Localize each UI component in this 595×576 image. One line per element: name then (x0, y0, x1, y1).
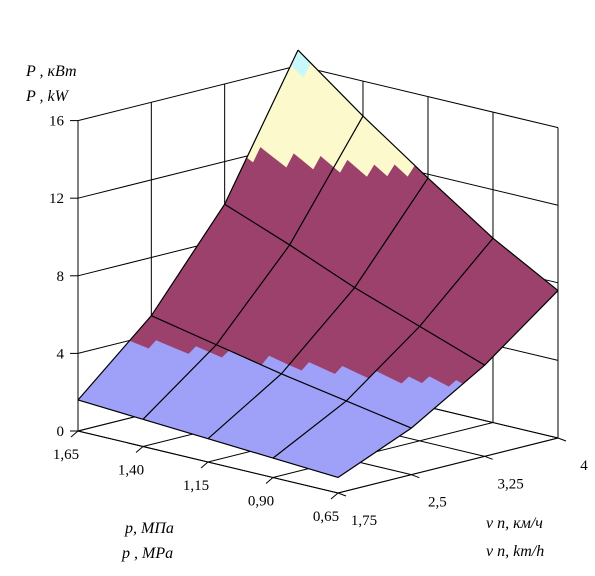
surface-gridline (151, 315, 412, 429)
speed-tick-mark (557, 437, 567, 442)
speed-tick-label: 1,75 (351, 513, 377, 529)
pressure-tick-mark (70, 430, 79, 438)
z-axis-ticks: 0 4 8 12 16 (49, 114, 78, 440)
pressure-tick-mark (200, 461, 209, 469)
pressure-axis-label-ru: p, МПа (124, 520, 174, 537)
surface-gridline (224, 203, 485, 366)
speed-axis-label-ru: v п, км/ч (486, 515, 543, 532)
pressure-axis-label-en: p , MPa (121, 545, 173, 562)
surface-gridline (142, 115, 364, 420)
pressure-tick-mark (135, 446, 144, 453)
speed-tick-mark (337, 492, 347, 497)
speed-axis-line (337, 437, 559, 494)
z-tick-label: 16 (49, 114, 65, 130)
surface-gridline (207, 177, 429, 440)
z-tick-label: 0 (57, 424, 65, 440)
pressure-tick-mark (265, 477, 274, 484)
speed-axis-ticks: 1,75 2,5 3,25 4 (337, 437, 588, 529)
pressure-tick-label: 0,90 (248, 494, 274, 510)
pressure-tick-label: 1,40 (118, 463, 144, 479)
wall-gridline (297, 65, 559, 129)
pressure-tick-label: 1,15 (183, 478, 209, 494)
z-tick-label: 8 (57, 269, 65, 285)
z-tick-label: 4 (57, 346, 65, 362)
speed-tick-label: 4 (580, 458, 588, 474)
surface-gridline (337, 290, 559, 478)
surface-gridline (272, 237, 494, 459)
z-tick-label: 12 (49, 191, 64, 207)
speed-axis-label-en: v п, km/h (486, 543, 544, 560)
pressure-tick-label: 0,65 (313, 509, 339, 525)
surface-gridline (297, 49, 559, 292)
pressure-tick-label: 1,65 (53, 447, 79, 463)
speed-tick-label: 3,25 (498, 476, 524, 492)
pressure-tick-mark (330, 492, 339, 500)
speed-tick-mark (411, 474, 420, 479)
surface-gridline (77, 49, 299, 401)
speed-tick-mark (484, 455, 493, 460)
z-axis-label-ru: P , кВт (25, 63, 77, 80)
z-axis-label-en: P , kW (25, 88, 70, 105)
power-surface (77, 49, 559, 479)
speed-tick-label: 2,5 (428, 495, 447, 511)
wall-gridline (77, 65, 299, 122)
surface-gridline (77, 399, 339, 479)
pressure-axis-ticks: 1,65 1,40 1,15 0,90 0,65 (53, 430, 339, 525)
